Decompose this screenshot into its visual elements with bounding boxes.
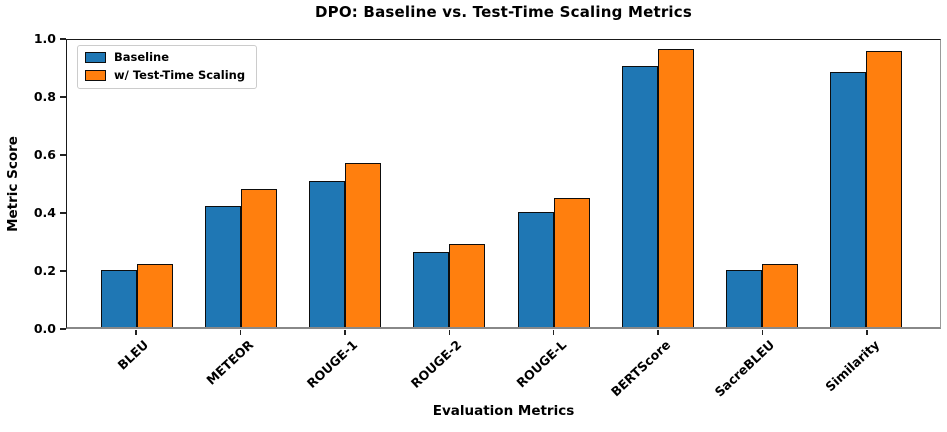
- chart-title: DPO: Baseline vs. Test-Time Scaling Metr…: [315, 3, 692, 21]
- x-tick-label: BLEU: [114, 337, 152, 373]
- y-tick-label: 0.4: [33, 205, 56, 220]
- y-tick-mark: [60, 38, 66, 40]
- baseline-color-swatch: [85, 52, 106, 64]
- bar-similarity-baseline: [829, 71, 866, 327]
- bar-groups: [67, 40, 940, 327]
- x-axis-label: Evaluation Metrics: [432, 403, 575, 419]
- x-tick-label: BERTScore: [607, 337, 674, 400]
- bar-rouge-1-test-time-scaling: [345, 163, 382, 327]
- x-tick-mark: [657, 330, 659, 335]
- legend: Baseline w/ Test-Time Scaling: [77, 45, 258, 89]
- bar-group-rouge-1: [293, 40, 397, 327]
- bar-bertscore-baseline: [621, 65, 658, 327]
- bar-group-sacrebleu: [710, 40, 814, 327]
- x-tick-label: ROUGE-L: [513, 337, 569, 391]
- bar-group-similarity: [814, 40, 918, 327]
- bar-rouge-2-baseline: [413, 252, 450, 327]
- bar-rouge-1-baseline: [309, 180, 346, 327]
- y-tick-mark: [60, 270, 66, 272]
- bar-sacrebleu-baseline: [725, 269, 762, 327]
- x-tick-label: ROUGE-1: [303, 337, 361, 392]
- x-tick-mark: [344, 330, 346, 335]
- bar-meteor-baseline: [205, 206, 242, 327]
- x-tick-label: METEOR: [202, 337, 256, 388]
- bar-bleu-test-time-scaling: [137, 263, 174, 327]
- bar-rouge-l-test-time-scaling: [553, 197, 590, 327]
- bar-group-rouge-2: [397, 40, 501, 327]
- bar-rouge-2-test-time-scaling: [449, 243, 486, 327]
- y-tick-label: 0.0: [33, 321, 56, 336]
- y-tick-mark: [60, 212, 66, 214]
- x-tick-mark: [135, 330, 137, 335]
- y-tick-mark: [60, 328, 66, 330]
- x-tick-mark: [552, 330, 555, 335]
- y-tick-mark: [60, 96, 66, 98]
- bar-group-bleu: [85, 40, 189, 327]
- legend-entry-baseline: Baseline: [85, 50, 245, 64]
- bar-group-meteor: [189, 40, 293, 327]
- legend-label-test-time-scaling: w/ Test-Time Scaling: [114, 67, 246, 82]
- x-tick-label: SacreBLEU: [712, 337, 778, 400]
- x-tick-mark: [761, 330, 764, 335]
- bar-bleu-baseline: [101, 269, 138, 327]
- bar-similarity-test-time-scaling: [865, 51, 902, 327]
- bar-bertscore-test-time-scaling: [657, 48, 694, 327]
- x-tick-label: Similarity: [822, 337, 883, 395]
- bar-group-bertscore: [606, 40, 710, 327]
- y-tick-label: 0.6: [33, 147, 56, 162]
- x-tick-label: ROUGE-2: [408, 337, 465, 392]
- bar-sacrebleu-test-time-scaling: [761, 263, 798, 327]
- bar-rouge-l-baseline: [517, 212, 554, 327]
- legend-entry-test-time-scaling: w/ Test-Time Scaling: [85, 67, 246, 82]
- y-tick-label: 0.2: [33, 263, 56, 278]
- y-tick-label: 1.0: [33, 31, 56, 46]
- y-tick-mark: [60, 154, 66, 156]
- x-tick-mark: [866, 330, 868, 335]
- test-time-scaling-color-swatch: [85, 69, 106, 81]
- x-tick-mark: [239, 330, 242, 335]
- bar-meteor-test-time-scaling: [241, 189, 278, 327]
- legend-label-baseline: Baseline: [114, 50, 170, 64]
- plot-area: Baseline w/ Test-Time Scaling: [66, 39, 941, 329]
- y-tick-label: 0.8: [33, 89, 56, 104]
- x-tick-mark: [448, 330, 451, 335]
- bar-group-rouge-l: [502, 40, 606, 327]
